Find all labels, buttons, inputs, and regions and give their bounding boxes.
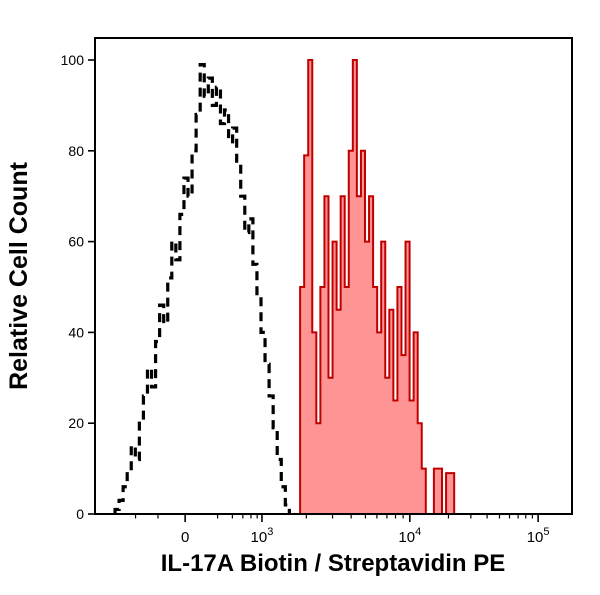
y-tick-label: 80 <box>68 143 84 159</box>
dashed-control-histogram <box>113 62 291 514</box>
y-tick-label: 40 <box>68 324 84 340</box>
y-axis-title: Relative Cell Count <box>5 161 33 389</box>
y-tick-label: 0 <box>76 506 84 522</box>
y-tick-label: 100 <box>61 52 85 68</box>
x-tick-label: 0 <box>181 529 189 546</box>
x-tick-label: 105 <box>527 526 550 546</box>
red-stained-histogram <box>299 59 456 515</box>
x-tick-label: 103 <box>251 526 274 546</box>
y-tick-label: 60 <box>68 234 84 250</box>
y-tick-label: 20 <box>68 415 84 431</box>
plot-frame <box>94 37 573 515</box>
x-tick-label: 104 <box>398 526 421 546</box>
x-axis-title: IL-17A Biotin / Streptavidin PE <box>161 550 505 577</box>
